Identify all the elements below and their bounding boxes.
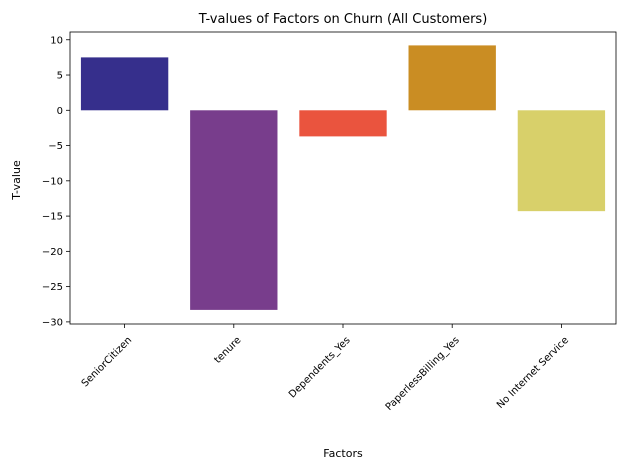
y-tick-label: −15 [42, 212, 63, 223]
y-tick-label: 10 [50, 35, 63, 46]
bar-seniorcitizen [80, 57, 169, 111]
bar-no-internet-service [517, 110, 606, 212]
x-axis-label: Factors [323, 447, 363, 460]
x-tick-label: Dependents_Yes [287, 335, 353, 401]
y-tick-label: −5 [48, 141, 63, 152]
bar-tenure [190, 110, 278, 310]
x-tick-label: tenure [212, 335, 243, 366]
y-axis-label: T-value [10, 160, 23, 201]
x-tick-label: PaperlessBilling_Yes [384, 335, 462, 413]
y-tick-label: 0 [57, 106, 63, 117]
y-tick-label: −10 [42, 176, 63, 187]
y-tick-label: −20 [42, 247, 63, 258]
bar-dependents-yes [299, 110, 387, 137]
plot-area: −30 −25 −20 −15 −10 −5 0 5 10 SeniorCitizen tenure… [42, 31, 617, 413]
y-tick-label: −30 [42, 317, 63, 328]
x-tick-label: SeniorCitizen [80, 335, 134, 389]
y-tick-label: 5 [57, 71, 63, 82]
bar-paperlessbilling-yes [408, 45, 496, 111]
y-tick-label: −25 [42, 282, 63, 293]
chart-title: T-values of Factors on Churn (All Custom… [198, 12, 488, 27]
x-tick-label: No Internet Service [495, 335, 571, 411]
